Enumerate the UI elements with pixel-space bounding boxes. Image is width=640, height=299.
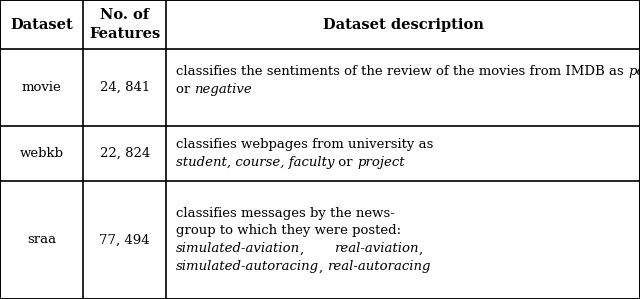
Text: student, course, faculty: student, course, faculty [176, 156, 335, 169]
Text: real-aviation: real-aviation [334, 242, 419, 255]
Text: 77, 494: 77, 494 [99, 234, 150, 246]
Text: No. of
Features: No. of Features [89, 8, 161, 41]
Text: simulated-autoracing: simulated-autoracing [176, 260, 319, 273]
Text: Dataset: Dataset [10, 18, 73, 32]
Text: positive: positive [628, 65, 640, 78]
Text: classifies the sentiments of the review of the movies from IMDB as: classifies the sentiments of the review … [176, 65, 628, 78]
Text: ,: , [300, 242, 334, 255]
Text: simulated-aviation: simulated-aviation [176, 242, 300, 255]
Text: movie: movie [22, 81, 61, 94]
Text: ,: , [319, 260, 328, 273]
Text: or: or [176, 83, 195, 96]
Text: classifies messages by the news-: classifies messages by the news- [176, 207, 395, 219]
Text: classifies webpages from university as: classifies webpages from university as [176, 138, 433, 151]
Text: 22, 824: 22, 824 [100, 147, 150, 160]
Text: negative: negative [195, 83, 252, 96]
Text: project: project [357, 156, 405, 169]
Text: or: or [335, 156, 357, 169]
Text: group to which they were posted:: group to which they were posted: [176, 225, 401, 237]
Text: webkb: webkb [20, 147, 63, 160]
Text: Dataset description: Dataset description [323, 18, 484, 32]
Text: 24, 841: 24, 841 [100, 81, 150, 94]
Text: sraa: sraa [27, 234, 56, 246]
Text: real-autoracing: real-autoracing [328, 260, 431, 273]
Text: ,: , [419, 242, 422, 255]
